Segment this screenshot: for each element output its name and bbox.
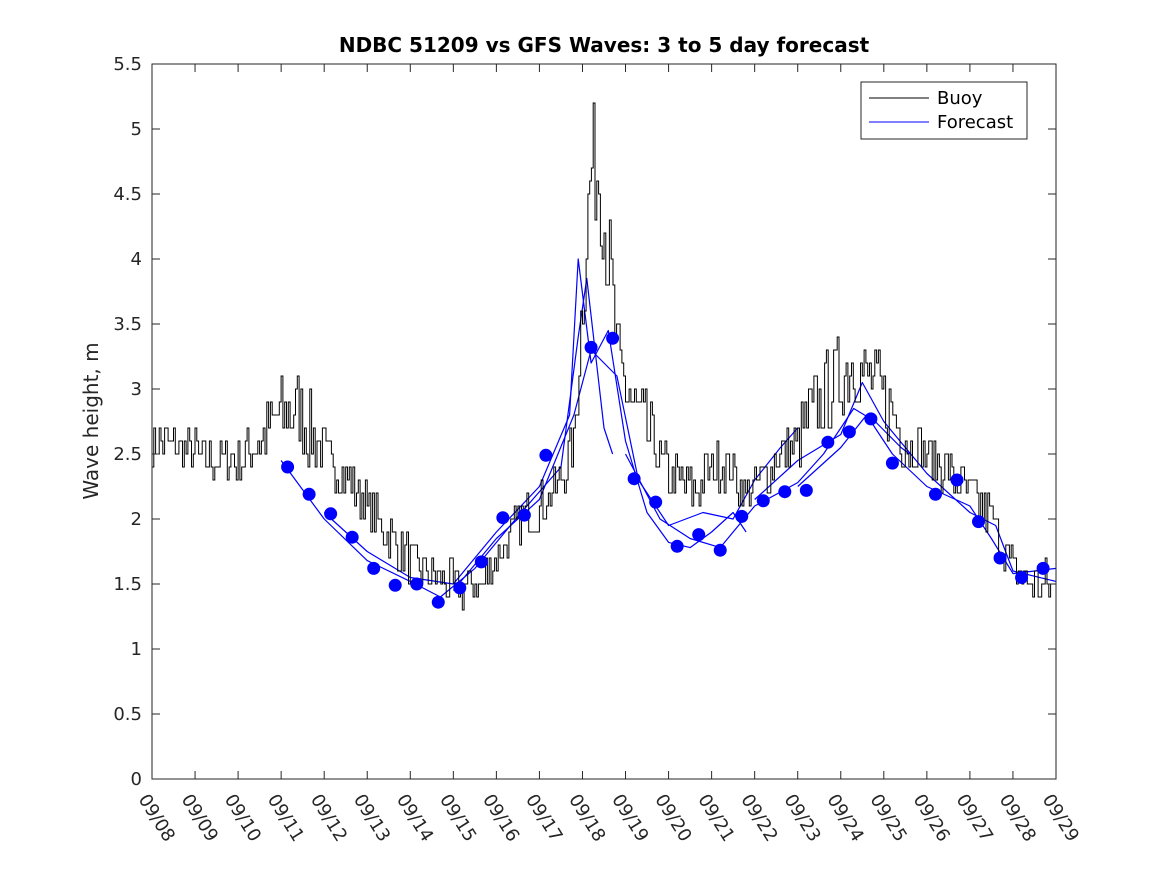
forecast-point bbox=[799, 483, 813, 497]
forecast-point bbox=[1036, 561, 1050, 575]
legend-box bbox=[860, 81, 1028, 140]
forecast-point bbox=[692, 528, 706, 542]
forecast-point bbox=[627, 472, 641, 486]
legend-buoy-label: Buoy bbox=[937, 88, 983, 109]
legend-forecast-label: Forecast bbox=[937, 112, 1013, 133]
y-tick-label: 2.5 bbox=[113, 444, 142, 465]
plot-area bbox=[152, 64, 1056, 779]
forecast-run-line bbox=[280, 277, 614, 598]
forecast-run-line bbox=[323, 258, 747, 585]
forecast-point bbox=[649, 495, 663, 509]
y-tick-label: 4 bbox=[131, 249, 142, 270]
forecast-point bbox=[606, 331, 620, 345]
y-tick-label: 1.5 bbox=[113, 574, 142, 595]
y-tick-label: 0.5 bbox=[113, 704, 142, 725]
forecast-point bbox=[474, 555, 488, 569]
y-tick-label: 3 bbox=[131, 379, 142, 400]
forecast-point bbox=[928, 487, 942, 501]
forecast-run-line bbox=[624, 407, 910, 549]
y-tick-label: 0 bbox=[131, 769, 142, 790]
legend: Buoy Forecast bbox=[860, 81, 1028, 140]
forecast-point bbox=[539, 448, 553, 462]
forecast-point bbox=[670, 539, 684, 553]
forecast-point bbox=[496, 511, 510, 525]
forecast-point bbox=[778, 485, 792, 499]
forecast-point bbox=[993, 551, 1007, 565]
forecast-point bbox=[410, 577, 424, 591]
y-tick-label: 3.5 bbox=[113, 314, 142, 335]
forecast-point bbox=[735, 509, 749, 523]
forecast-dots bbox=[281, 331, 1050, 609]
forecast-point bbox=[281, 460, 295, 474]
forecast-point bbox=[302, 487, 316, 501]
forecast-point bbox=[367, 561, 381, 575]
chart-title: NDBC 51209 vs GFS Waves: 3 to 5 day fore… bbox=[339, 33, 870, 57]
forecast-point bbox=[431, 595, 445, 609]
forecast-point bbox=[756, 494, 770, 508]
axes-box bbox=[151, 63, 1057, 780]
forecast-point bbox=[324, 507, 338, 521]
buoy-series bbox=[152, 102, 1056, 611]
y-tick-label: 5 bbox=[131, 119, 142, 140]
forecast-point bbox=[453, 581, 467, 595]
forecast-point bbox=[885, 456, 899, 470]
forecast-point bbox=[821, 435, 835, 449]
buoy-line bbox=[152, 102, 1056, 611]
y-tick-label: 4.5 bbox=[113, 184, 142, 205]
y-axis-label: Wave height, m bbox=[79, 342, 103, 499]
forecast-point bbox=[842, 425, 856, 439]
forecast-point bbox=[345, 530, 359, 544]
forecast-point bbox=[584, 340, 598, 354]
forecast-point bbox=[517, 508, 531, 522]
forecast-point bbox=[1015, 571, 1029, 584]
y-axis: 0 0.5 1 1.5 2 2.5 3 3.5 4 4.5 5 5.5 bbox=[113, 54, 1056, 790]
forecast-point bbox=[713, 543, 727, 557]
y-tick-label: 1 bbox=[131, 639, 142, 660]
y-tick-label: 2 bbox=[131, 509, 142, 530]
forecast-point bbox=[950, 473, 964, 487]
forecast-point bbox=[864, 412, 878, 426]
forecast-point bbox=[388, 578, 402, 592]
forecast-point bbox=[972, 515, 986, 529]
y-tick-label: 5.5 bbox=[113, 54, 142, 75]
